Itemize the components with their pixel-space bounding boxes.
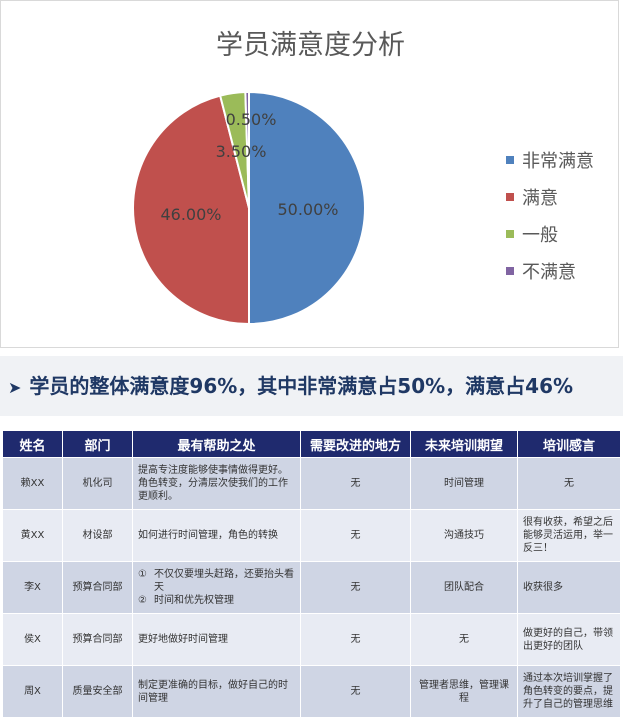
column-header: 未来培训期望 xyxy=(410,430,518,458)
summary-text: 学员的整体满意度96%，其中非常满意占50%，满意占46% xyxy=(29,374,574,398)
item-number: ② xyxy=(138,595,147,606)
legend-swatch xyxy=(506,155,514,164)
column-header: 部门 xyxy=(62,430,133,458)
cell-helpful: 制定更准确的目标，做好自己的时间管理 xyxy=(132,665,301,718)
cell-name: 侯X xyxy=(2,613,63,666)
item-number: ① xyxy=(138,569,147,580)
legend-label: 满意 xyxy=(522,187,558,209)
numbered-item: ① 不仅仅要埋头赶路，还要抬头看天 xyxy=(138,568,295,594)
item-text: 时间和优先权管理 xyxy=(154,595,234,606)
cell-improve: 无 xyxy=(300,509,411,562)
column-header: 最有帮助之处 xyxy=(132,430,301,458)
legend-swatch xyxy=(506,229,514,238)
cell-expect: 无 xyxy=(410,613,518,666)
cell-expect: 沟通技巧 xyxy=(410,509,518,562)
legend-item: 不满意 xyxy=(506,252,594,289)
table-row: 李X 预算合同部 ① 不仅仅要埋头赶路，还要抬头看天 ② 时间和优先权管理 无 … xyxy=(2,561,621,614)
slice-value-label: 0.50% xyxy=(226,110,277,129)
legend-label: 不满意 xyxy=(522,261,576,283)
table-row: 赖XX 机化司 提高专注度能够使事情做得更好。角色转变，分清层次使我们的工作更顺… xyxy=(2,457,621,510)
cell-improve: 无 xyxy=(300,665,411,718)
numbered-item: ② 时间和优先权管理 xyxy=(138,594,295,607)
cell-dept: 预算合同部 xyxy=(62,613,133,666)
cell-helpful: 提高专注度能够使事情做得更好。角色转变，分清层次使我们的工作更顺利。 xyxy=(132,457,301,510)
table-row: 黄XX 材设部 如何进行时间管理，角色的转换 无 沟通技巧 很有收获，希望之后能… xyxy=(2,509,621,562)
arrow-icon: ➤ xyxy=(8,378,22,397)
cell-improve: 无 xyxy=(300,457,411,510)
cell-feeling: 很有收获，希望之后能够灵活运用，举一反三！ xyxy=(517,509,621,562)
pie-chart: 50.00% 46.00% 3.50% 0.50% xyxy=(132,90,366,326)
cell-dept: 材设部 xyxy=(62,509,133,562)
cell-helpful: 更好地做好时间管理 xyxy=(132,613,301,666)
legend-item: 非常满意 xyxy=(506,141,594,178)
legend-item: 满意 xyxy=(506,178,594,215)
cell-helpful: ① 不仅仅要埋头赶路，还要抬头看天 ② 时间和优先权管理 xyxy=(132,561,301,614)
legend-item: 一般 xyxy=(506,215,594,252)
cell-dept: 机化司 xyxy=(62,457,133,510)
legend-swatch xyxy=(506,266,514,275)
summary-band xyxy=(0,356,623,416)
cell-feeling: 做更好的自己，带领出更好的团队 xyxy=(517,613,621,666)
column-header: 培训感言 xyxy=(517,430,621,458)
pie-slice-4 xyxy=(244,90,250,209)
cell-name: 李X xyxy=(2,561,63,614)
item-text: 不仅仅要埋头赶路，还要抬头看天 xyxy=(154,569,294,593)
cell-helpful: 如何进行时间管理，角色的转换 xyxy=(132,509,301,562)
cell-expect: 团队配合 xyxy=(410,561,518,614)
cell-improve: 无 xyxy=(300,613,411,666)
pie-slice-1 xyxy=(248,90,366,326)
cell-dept: 预算合同部 xyxy=(62,561,133,614)
slice-value-label: 46.00% xyxy=(160,205,221,224)
cell-dept: 质量安全部 xyxy=(62,665,133,718)
column-header: 需要改进的地方 xyxy=(300,430,411,458)
cell-expect: 管理者思维，管理课程 xyxy=(410,665,518,718)
cell-name: 黄XX xyxy=(2,509,63,562)
cell-name: 周X xyxy=(2,665,63,718)
cell-feeling: 无 xyxy=(517,457,621,510)
summary-line: ➤ 学员的整体满意度96%，其中非常满意占50%，满意占46% xyxy=(8,370,573,399)
cell-feeling: 通过本次培训掌握了角色转变的要点，提升了自己的管理思维 xyxy=(517,665,621,718)
chart-legend: 非常满意 满意 一般 不满意 xyxy=(506,141,594,289)
cell-name: 赖XX xyxy=(2,457,63,510)
legend-label: 非常满意 xyxy=(522,150,594,172)
legend-swatch xyxy=(506,192,514,201)
table-row: 周X 质量安全部 制定更准确的目标，做好自己的时间管理 无 管理者思维，管理课程… xyxy=(2,665,621,718)
table-header-row: 姓名 部门 最有帮助之处 需要改进的地方 未来培训期望 培训感言 xyxy=(2,430,621,458)
legend-label: 一般 xyxy=(522,224,558,246)
cell-feeling: 收获很多 xyxy=(517,561,621,614)
feedback-table: 姓名 部门 最有帮助之处 需要改进的地方 未来培训期望 培训感言 赖XX 机化司… xyxy=(2,430,621,718)
cell-improve: 无 xyxy=(300,561,411,614)
chart-title: 学员满意度分析 xyxy=(216,30,405,61)
pie-slice-2 xyxy=(132,94,250,326)
column-header: 姓名 xyxy=(2,430,63,458)
chart-panel: 学员满意度分析 50.00% 46.00% 3.50% 0.50% 非常满意 满意 一… xyxy=(0,0,619,348)
slice-value-label: 50.00% xyxy=(277,200,338,219)
table-row: 侯X 预算合同部 更好地做好时间管理 无 无 做更好的自己，带领出更好的团队 xyxy=(2,613,621,666)
cell-expect: 时间管理 xyxy=(410,457,518,510)
slice-value-label: 3.50% xyxy=(216,142,267,161)
